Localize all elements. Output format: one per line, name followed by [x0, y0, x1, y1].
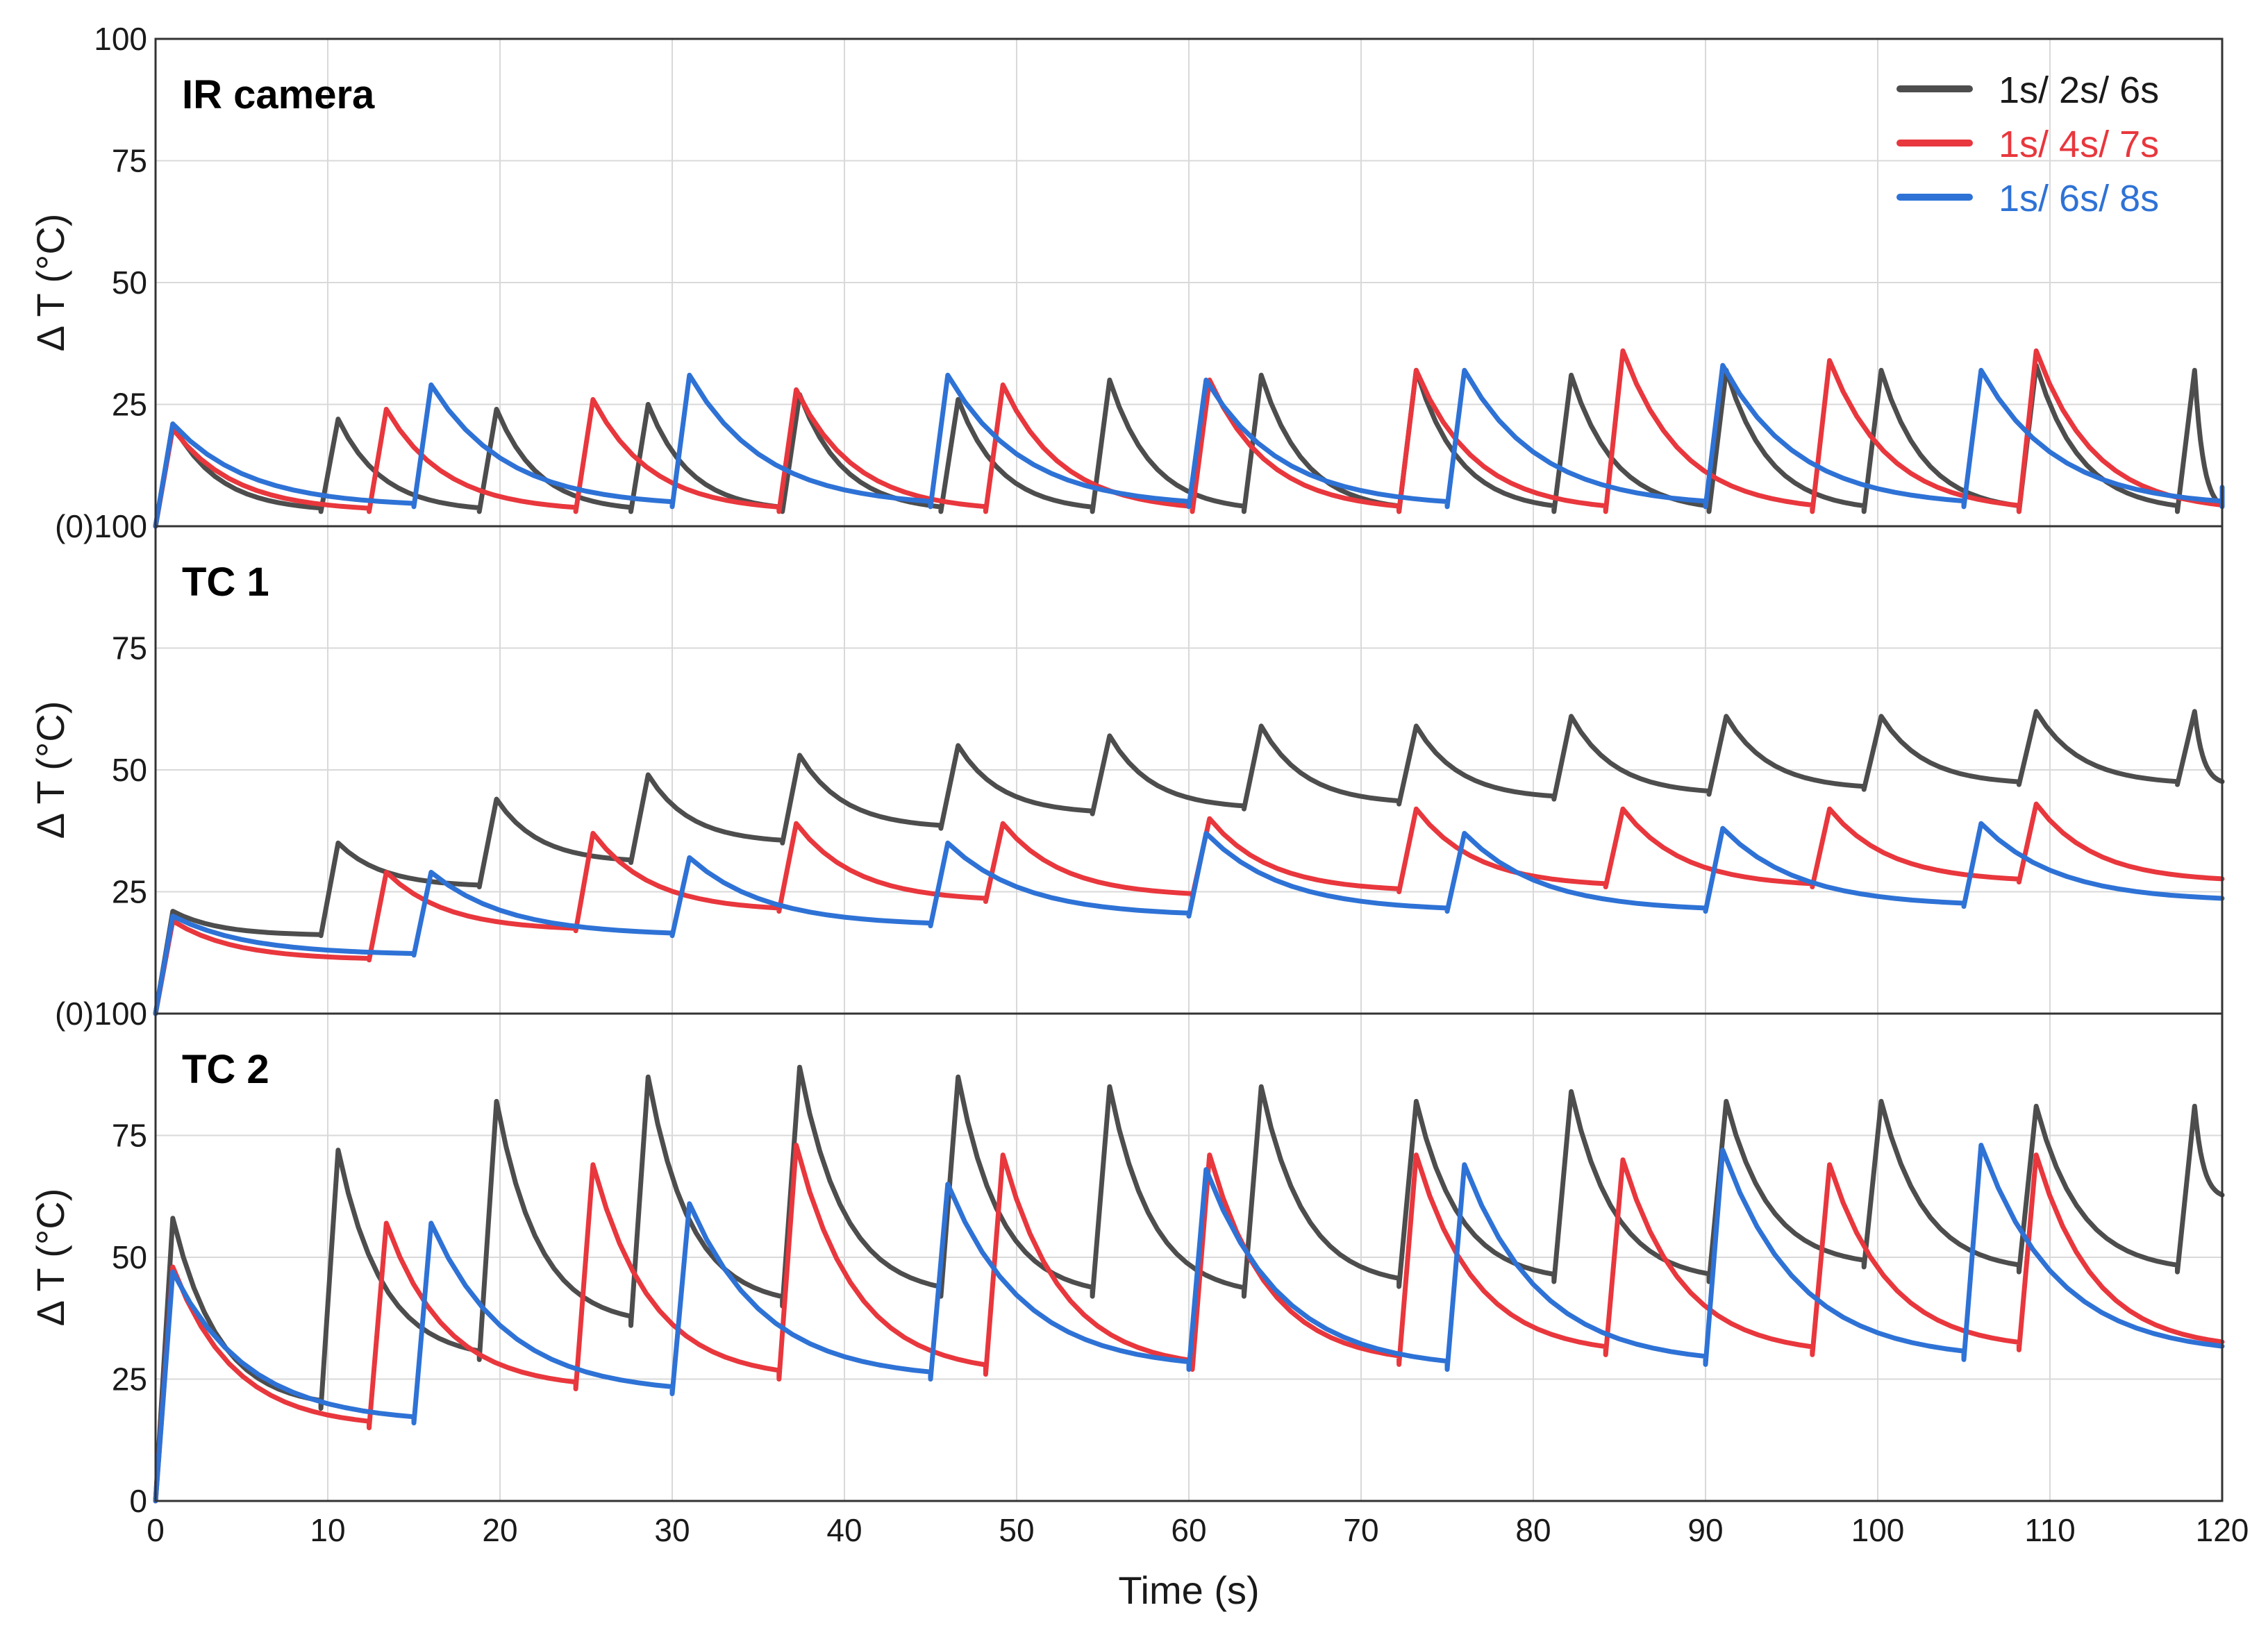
x-tick-label: 0: [147, 1512, 165, 1548]
y-tick-label: 50: [112, 752, 147, 788]
x-axis-label: Time (s): [1118, 1568, 1259, 1612]
x-tick-label: 50: [999, 1512, 1034, 1548]
x-tick-label: 70: [1343, 1512, 1378, 1548]
x-tick-label: 30: [654, 1512, 690, 1548]
series-line-2-1: [153, 709, 2225, 1016]
x-tick-label: 100: [1851, 1512, 1905, 1548]
panel-title: IR camera: [182, 72, 375, 117]
y-tick-label: 0: [129, 1483, 147, 1519]
y-tick-label: 50: [112, 265, 147, 301]
x-tick-label: 110: [2024, 1512, 2075, 1548]
series-line-3-1: [153, 1064, 2225, 1504]
y-tick-label: 25: [112, 387, 147, 423]
legend-label: 1s/ 4s/ 7s: [1999, 124, 2159, 165]
x-tick-label: 40: [826, 1512, 862, 1548]
panel-title: TC 2: [182, 1047, 269, 1092]
panel-title: TC 1: [182, 560, 269, 605]
legend-label: 1s/ 2s/ 6s: [1999, 69, 2159, 111]
y-tick-label: 50: [112, 1239, 147, 1275]
legend-label: 1s/ 6s/ 8s: [1999, 178, 2159, 219]
series-line-3-2: [153, 1143, 2225, 1504]
series-line-1-2: [153, 348, 2225, 529]
x-tick-label: 20: [482, 1512, 517, 1548]
panel-frame: [154, 1012, 2224, 1502]
legend: 1s/ 2s/ 6s 1s/ 4s/ 7s 1s/ 6s/ 8s: [1896, 69, 2159, 219]
x-tick-label: 80: [1515, 1512, 1551, 1548]
y-tick-label: 25: [112, 1361, 147, 1398]
series-line-1-1: [153, 362, 2225, 529]
y-axis-label: Δ T (°C): [28, 701, 72, 839]
series-line-1-3: [153, 362, 2225, 529]
y-tick-label: 100: [94, 21, 147, 57]
series-line-3-3: [153, 1143, 2225, 1504]
series-layer: [153, 348, 2225, 1504]
y-tick-label: 75: [112, 1118, 147, 1154]
x-tick-label: 120: [2196, 1512, 2249, 1548]
y-axis-label: Δ T (°C): [28, 214, 72, 352]
x-tick-label: 10: [310, 1512, 345, 1548]
y-tick-label: (0)100: [55, 508, 147, 544]
x-tick-label: 60: [1171, 1512, 1206, 1548]
y-tick-label: 75: [112, 143, 147, 179]
grid-layer: [156, 39, 2222, 1501]
y-tick-label: 25: [112, 874, 147, 910]
frame-layer: [154, 37, 2224, 1502]
series-line-2-3: [153, 821, 2225, 1016]
y-tick-label: (0)100: [55, 996, 147, 1032]
y-axis-label: Δ T (°C): [28, 1189, 72, 1327]
x-tick-label: 90: [1687, 1512, 1723, 1548]
y-tick-label: 75: [112, 630, 147, 666]
